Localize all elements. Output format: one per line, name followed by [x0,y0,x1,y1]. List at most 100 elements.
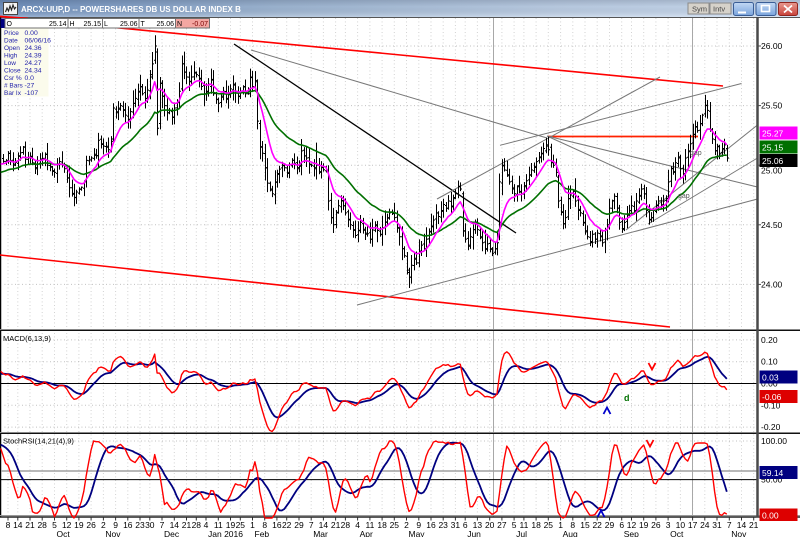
svg-text:31: 31 [712,520,722,530]
svg-text:Jul: Jul [516,529,527,537]
svg-text:Oct: Oct [670,529,684,537]
svg-text:24.50: 24.50 [761,220,783,230]
svg-text:14: 14 [737,520,747,530]
svg-text:24.36: 24.36 [25,45,42,52]
svg-text:25: 25 [236,520,246,530]
svg-text:30: 30 [145,520,155,530]
svg-text:25.06: 25.06 [156,21,174,28]
svg-text:T: T [141,21,146,28]
svg-text:21: 21 [182,520,192,530]
svg-text:24.00: 24.00 [761,279,783,289]
svg-text:Dec: Dec [164,529,180,537]
svg-text:19: 19 [226,520,236,530]
svg-text:26.00: 26.00 [761,41,783,51]
svg-text:Apr: Apr [360,529,373,537]
svg-text:25.14: 25.14 [49,21,67,28]
svg-text:25: 25 [544,520,554,530]
svg-text:22: 22 [282,520,292,530]
svg-text:0.20: 0.20 [761,335,778,345]
svg-text:ARCX:UUP,D -- POWERSHARES DB U: ARCX:UUP,D -- POWERSHARES DB US DOLLAR I… [21,5,241,14]
svg-text:17: 17 [688,520,698,530]
svg-text:26: 26 [651,520,661,530]
svg-text:Jan 2016: Jan 2016 [208,529,243,537]
svg-text:0.0: 0.0 [25,75,35,82]
svg-text:3: 3 [666,520,671,530]
svg-text:-0.07: -0.07 [192,21,208,28]
svg-text:Oct: Oct [57,529,71,537]
svg-text:28: 28 [192,520,202,530]
svg-text:0.03: 0.03 [762,373,779,383]
svg-text:31: 31 [451,520,461,530]
svg-text:Bar Ix: Bar Ix [4,90,22,97]
svg-text:7: 7 [727,520,732,530]
svg-text:Date: Date [4,38,18,45]
svg-text:2: 2 [404,520,409,530]
svg-text:8: 8 [262,520,267,530]
svg-text:Sep: Sep [624,529,639,537]
svg-text:8: 8 [6,520,11,530]
svg-text:Price: Price [4,30,19,37]
svg-text:29: 29 [294,520,304,530]
svg-text:24.39: 24.39 [25,53,42,60]
svg-text:16: 16 [123,520,133,530]
svg-text:High: High [4,53,18,60]
svg-text:15: 15 [580,520,590,530]
svg-text:19: 19 [639,520,649,530]
svg-text:StochRSI(14,21(4),9): StochRSI(14,21(4),9) [3,437,74,446]
svg-text:5: 5 [512,520,517,530]
svg-text:4: 4 [204,520,209,530]
svg-text:Close: Close [4,68,21,75]
svg-text:11: 11 [365,520,374,530]
svg-text:20: 20 [485,520,495,530]
svg-text:Jun: Jun [467,529,481,537]
svg-text:27: 27 [497,520,507,530]
svg-text:59.14: 59.14 [762,468,784,478]
svg-text:25.27: 25.27 [762,129,784,139]
svg-text:gap: gap [678,193,690,200]
svg-text:H: H [70,21,75,28]
svg-text:22: 22 [592,520,602,530]
svg-text:5: 5 [52,520,57,530]
svg-text:7: 7 [309,520,314,530]
svg-text:2: 2 [101,520,106,530]
svg-text:6: 6 [619,520,624,530]
svg-text:16: 16 [272,520,282,530]
svg-text:18: 18 [531,520,541,530]
svg-text:24.34: 24.34 [25,68,42,75]
svg-text:24.27: 24.27 [25,60,42,67]
svg-text:-0.10: -0.10 [761,400,781,410]
svg-text:gap: gap [690,150,702,157]
svg-text:18: 18 [377,520,387,530]
svg-text:16: 16 [426,520,436,530]
svg-text:12: 12 [62,520,72,530]
svg-text:Feb: Feb [255,529,270,537]
svg-text:10: 10 [676,520,686,530]
svg-text:N: N [177,21,182,28]
svg-text:25.15: 25.15 [83,21,101,28]
svg-text:12: 12 [627,520,637,530]
svg-text:-0.06: -0.06 [762,392,782,402]
svg-text:-0.20: -0.20 [761,422,781,432]
svg-text:MACD(6,13,9): MACD(6,13,9) [3,334,51,343]
svg-text:Nov: Nov [731,529,747,537]
svg-text:May: May [409,529,426,537]
svg-text:21: 21 [25,520,35,530]
svg-text:1: 1 [250,520,255,530]
svg-text:25.15: 25.15 [762,143,784,153]
svg-text:Mar: Mar [313,529,328,537]
svg-text:7: 7 [160,520,165,530]
svg-text:Low: Low [4,60,16,67]
svg-text:L: L [104,21,108,28]
svg-text:0.00: 0.00 [762,510,779,520]
svg-text:d: d [624,393,630,403]
svg-text:0.00: 0.00 [25,30,38,37]
svg-text:1: 1 [558,520,563,530]
svg-text:8: 8 [570,520,575,530]
svg-text:21: 21 [749,520,759,530]
svg-text:Open: Open [4,45,20,52]
svg-text:-27: -27 [25,83,35,90]
svg-text:25.50: 25.50 [761,101,783,111]
svg-text:Sym: Sym [692,5,707,14]
svg-text:11: 11 [519,520,528,530]
svg-text:11: 11 [214,520,223,530]
